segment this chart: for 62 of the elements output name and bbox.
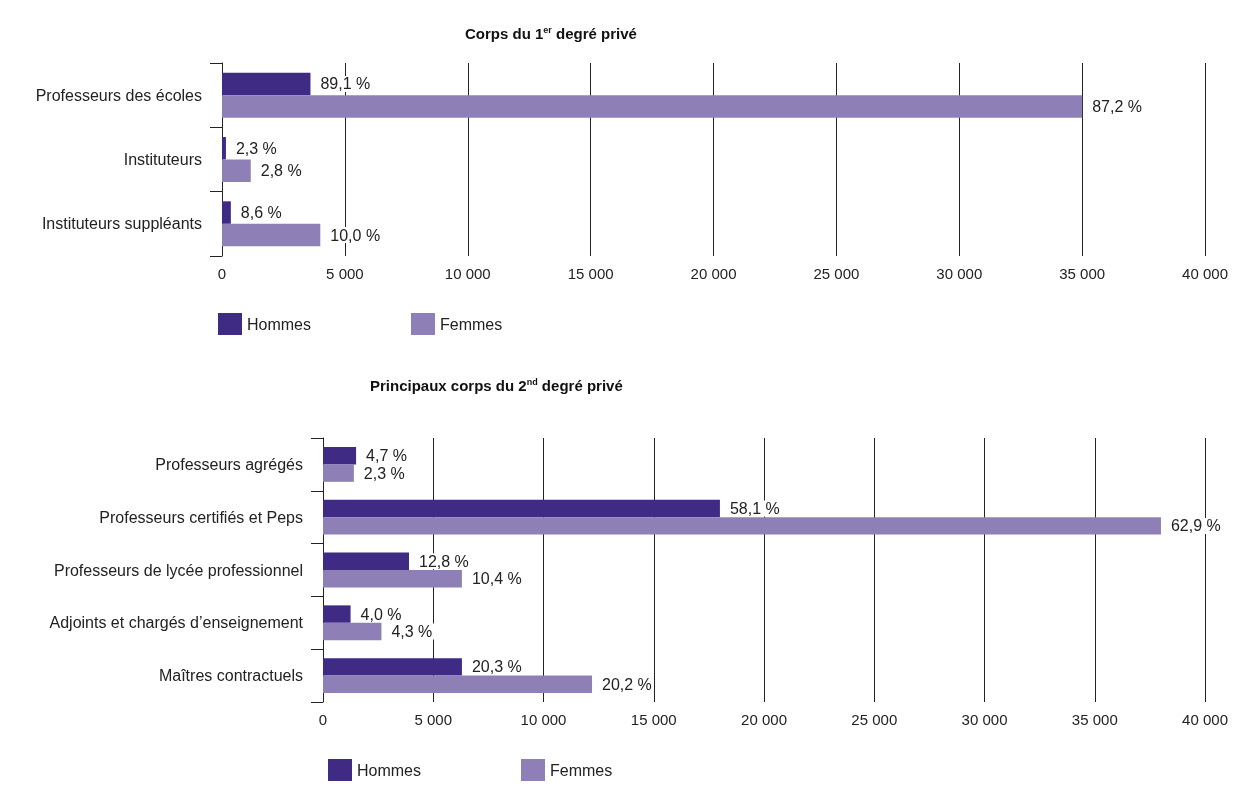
x-tick-label: 15 000 <box>567 265 614 282</box>
annotation: 10,0 % <box>330 226 381 244</box>
y-tick-label: Adjoints et chargés d’enseignement <box>49 614 304 632</box>
annotation: 87,2 % <box>1092 97 1142 115</box>
legend-label: Femmes <box>550 761 613 779</box>
y-tick-label: Professeurs certifiés et Peps <box>99 508 303 526</box>
x-tick-label: 20 000 <box>690 265 737 282</box>
bar <box>222 159 251 183</box>
annotation: 4,7 % <box>366 447 407 465</box>
bar <box>323 570 462 588</box>
annotation: 2,8 % <box>260 162 302 180</box>
bar <box>222 72 311 96</box>
x-tick-label: 25 000 <box>813 265 860 282</box>
x-tick-label: 35 000 <box>1059 265 1106 282</box>
annotation: 8,6 % <box>240 204 282 222</box>
annotation: 10,4 % <box>471 570 522 588</box>
x-tick-label: 5 000 <box>414 711 453 728</box>
bar <box>323 517 1161 535</box>
bar <box>222 201 231 224</box>
x-tick-label: 30 000 <box>961 711 1008 728</box>
annotation: 20,2 % <box>602 675 652 693</box>
annotation: 58,1 % <box>729 499 780 517</box>
y-tick-label: Instituteurs <box>123 151 202 168</box>
bar <box>323 464 354 482</box>
x-tick-label: 10 000 <box>444 265 491 282</box>
annotation: 2,3 % <box>235 139 277 157</box>
annotation: 4,0 % <box>360 605 402 623</box>
x-tick-label: 0 <box>318 711 328 728</box>
x-tick-label: 10 000 <box>520 711 567 728</box>
x-tick-label: 40 000 <box>1182 711 1229 728</box>
bar <box>222 223 321 247</box>
annotation: 20,3 % <box>471 658 522 676</box>
legend-label: Femmes <box>440 315 503 333</box>
annotation: 4,3 % <box>391 623 433 641</box>
annotation: 12,8 % <box>419 552 469 570</box>
bar <box>323 499 720 518</box>
y-tick-label: Professeurs de lycée professionnel <box>53 561 303 579</box>
bar <box>323 622 382 641</box>
x-tick-label: 20 000 <box>741 711 787 728</box>
legend-label: Hommes <box>247 315 312 333</box>
x-tick-label: 15 000 <box>630 711 677 728</box>
bar <box>323 552 409 570</box>
x-tick-label: 35 000 <box>1071 711 1118 728</box>
x-tick-label: 30 000 <box>936 265 983 282</box>
bar <box>222 95 1083 118</box>
bar <box>222 136 226 160</box>
y-tick-label: Professeurs agrégés <box>155 455 303 473</box>
x-tick-label: 5 000 <box>326 265 364 282</box>
y-tick-label: Maîtres contractuels <box>158 667 303 685</box>
y-tick-label: Instituteurs suppléants <box>41 215 202 233</box>
annotation: 89,1 % <box>320 75 371 93</box>
bar <box>323 658 462 676</box>
x-tick-label: 25 000 <box>851 711 898 728</box>
x-tick-label: 40 000 <box>1182 265 1229 282</box>
annotation: 2,3 % <box>363 464 405 482</box>
legend-label: Hommes <box>357 761 422 779</box>
bar <box>323 446 357 465</box>
y-tick-label: Professeurs des écoles <box>35 86 202 104</box>
annotation: 62,9 % <box>1170 517 1221 535</box>
x-tick-label: 0 <box>217 265 227 282</box>
bar <box>323 605 351 623</box>
bar <box>323 675 593 694</box>
